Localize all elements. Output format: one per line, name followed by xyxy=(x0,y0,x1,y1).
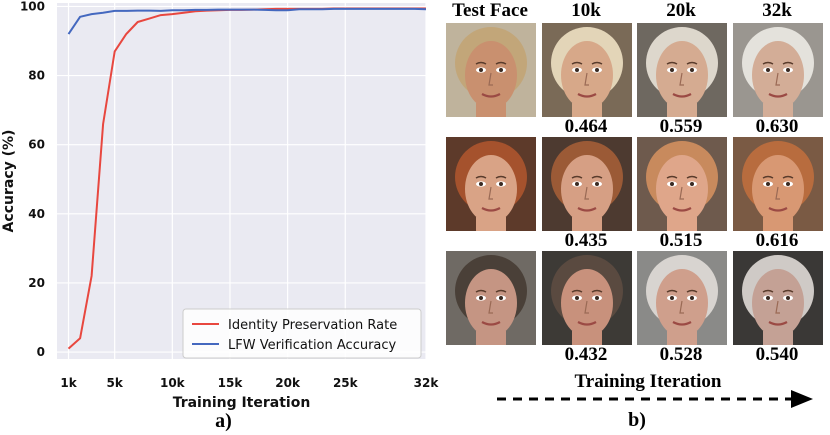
similarity-score: 0.616 xyxy=(755,230,799,251)
plot-area xyxy=(57,3,426,359)
lfw-verification-line xyxy=(67,7,427,35)
gridlines xyxy=(57,3,427,359)
tick-labels: 0 20 40 60 80 100 1k 5k 10k 15k 20k 25k 32k xyxy=(20,0,439,390)
test-face-image xyxy=(446,137,536,231)
panel-label-a: a) xyxy=(215,410,232,432)
generated-face-image xyxy=(637,251,727,345)
similarity-score: 0.559 xyxy=(659,116,703,137)
x-tick-label: 5k xyxy=(106,376,123,390)
generated-face-image xyxy=(542,251,632,345)
series-lines xyxy=(67,7,427,350)
training-iteration-caption: Training Iteration xyxy=(574,371,722,392)
generated-face-image xyxy=(637,137,727,231)
generated-face-image xyxy=(733,23,823,117)
y-tick-label: 80 xyxy=(28,69,45,83)
similarity-score: 0.432 xyxy=(564,344,608,365)
panel-label-b: b) xyxy=(628,409,646,431)
legend-box xyxy=(182,308,422,359)
x-tick-label: 25k xyxy=(333,376,359,390)
column-header: 20k xyxy=(666,0,696,21)
similarity-score: 0.540 xyxy=(755,344,799,365)
similarity-score: 0.464 xyxy=(564,116,608,137)
legend-label-lfw: LFW Verification Accuracy xyxy=(228,338,397,353)
legend-label-identity: Identity Preservation Rate xyxy=(228,318,397,333)
face-grid: Test Face 10k 20k 32k 0.464 0.559 0.630 0.435 0.… xyxy=(438,0,830,435)
dashed-arrow xyxy=(497,390,813,408)
y-tick-label: 60 xyxy=(28,138,45,152)
x-tick-label: 32k xyxy=(414,376,440,390)
similarity-score: 0.515 xyxy=(659,230,703,251)
x-axis-label: Training Iteration xyxy=(173,395,311,411)
y-tick-label: 20 xyxy=(28,276,45,290)
y-axis-label: Accuracy (%) xyxy=(1,130,17,233)
line-chart: 0 20 40 60 80 100 1k 5k 10k 15k 20k 25k 32k Training… xyxy=(1,0,439,432)
generated-face-image xyxy=(542,23,632,117)
test-face-image xyxy=(446,23,536,117)
column-header: 10k xyxy=(571,0,601,21)
legend: Identity Preservation Rate LFW Verificat… xyxy=(182,308,422,359)
test-face-image xyxy=(446,251,536,345)
generated-face-image xyxy=(637,23,727,117)
x-tick-label: 20k xyxy=(275,376,301,390)
similarity-score: 0.435 xyxy=(564,230,608,251)
similarity-score: 0.630 xyxy=(755,116,799,137)
column-header: 32k xyxy=(762,0,792,21)
generated-face-image xyxy=(733,251,823,345)
x-tick-label: 1k xyxy=(60,376,77,390)
y-tick-label: 40 xyxy=(28,207,45,221)
y-tick-label: 0 xyxy=(37,345,45,359)
x-tick-label: 15k xyxy=(218,376,244,390)
x-tick-label: 10k xyxy=(160,376,186,390)
generated-face-image xyxy=(542,137,632,231)
similarity-score: 0.528 xyxy=(659,344,703,365)
y-tick-label: 100 xyxy=(20,0,45,13)
column-header: Test Face xyxy=(452,0,528,21)
generated-face-image xyxy=(733,137,823,231)
